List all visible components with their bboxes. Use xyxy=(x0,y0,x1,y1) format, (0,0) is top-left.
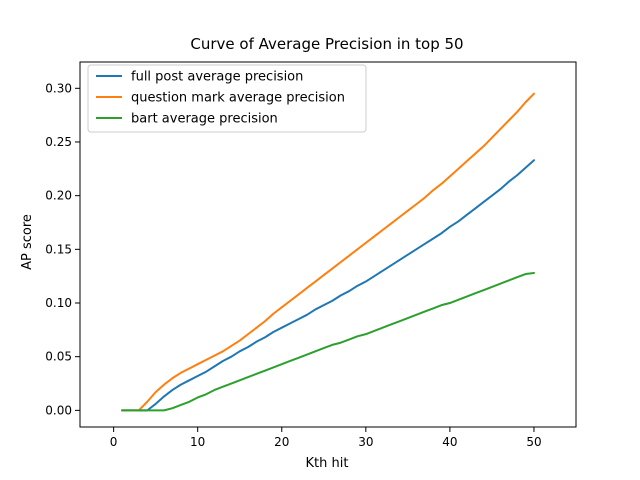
x-tick-label: 30 xyxy=(358,435,373,449)
legend: full post average precision question mark… xyxy=(87,64,367,133)
legend-label-0: full post average precision xyxy=(131,70,303,85)
plot-area: 0 10 20 30 40 50 0.00 0.05 0.10 0.15 0.20 0.25 0.30 f… xyxy=(45,61,577,449)
x-tick-label: 0 xyxy=(110,435,118,449)
x-tick-label: 20 xyxy=(274,435,289,449)
x-axis-label: Kth hit xyxy=(306,456,349,471)
y-tick-label: 0.15 xyxy=(45,242,72,256)
x-tick-label: 50 xyxy=(526,435,541,449)
y-tick-label: 0.20 xyxy=(45,189,72,203)
y-tick-label: 0.00 xyxy=(45,403,72,417)
series-line-0 xyxy=(121,159,535,412)
series-line-2 xyxy=(121,271,535,412)
y-tick-label: 0.05 xyxy=(45,350,72,364)
legend-label-2: bart average precision xyxy=(131,112,278,127)
axes-frame xyxy=(79,61,577,428)
legend-label-1: question mark average precision xyxy=(131,91,345,106)
y-tick-label: 0.10 xyxy=(45,296,72,310)
chart-title: Curve of Average Precision in top 50 xyxy=(190,35,463,53)
legend-box xyxy=(87,64,367,133)
y-axis-label: AP score xyxy=(20,214,35,270)
series-line-1 xyxy=(121,92,535,412)
x-tick-label: 10 xyxy=(190,435,205,449)
y-tick-label: 0.30 xyxy=(45,81,72,95)
y-tick-label: 0.25 xyxy=(45,135,72,149)
x-tick-label: 40 xyxy=(442,435,457,449)
